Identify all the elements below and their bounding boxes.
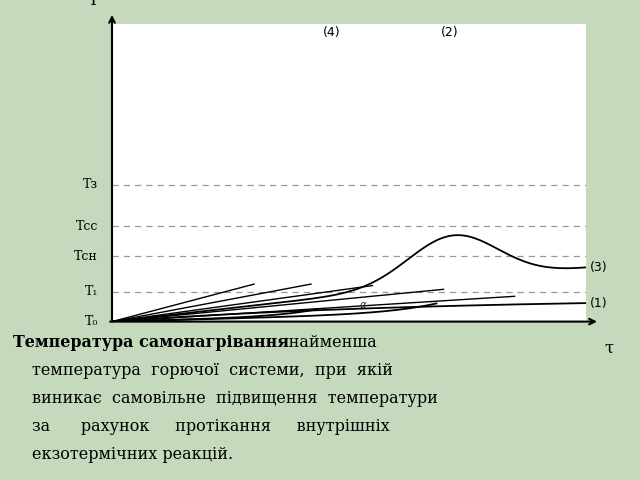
Text: (1): (1)	[590, 297, 608, 310]
Text: Tсн: Tсн	[74, 250, 98, 263]
Text: виникає  самовільне  підвищення  температури: виникає самовільне підвищення температур…	[32, 390, 438, 407]
Text: T₁: T₁	[84, 285, 98, 299]
Text: Tз: Tз	[83, 178, 98, 191]
Text: τ: τ	[605, 339, 614, 357]
Text: за      рахунок     протікання     внутрішніх: за рахунок протікання внутрішніх	[32, 418, 390, 435]
Text: (3): (3)	[590, 261, 608, 274]
Text: (4): (4)	[323, 26, 340, 39]
Text: температура  горючої  системи,  при  якій: температура горючої системи, при якій	[32, 362, 393, 379]
Text: α: α	[360, 300, 366, 310]
Text: T₀: T₀	[84, 315, 98, 328]
Text: Tсс: Tсс	[76, 220, 98, 233]
Text: T: T	[88, 0, 99, 9]
Text: Температура самонагрівання: Температура самонагрівання	[13, 334, 289, 350]
Text: екзотермічних реакцій.: екзотермічних реакцій.	[32, 446, 233, 463]
Text: (2): (2)	[441, 26, 459, 39]
Text: - найменша: - найменша	[278, 334, 377, 350]
